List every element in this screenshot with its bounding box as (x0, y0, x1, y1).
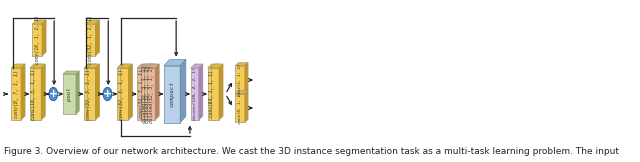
Polygon shape (42, 20, 46, 56)
Text: deconv(128, 4, 2, 1): deconv(128, 4, 2, 1) (193, 68, 196, 120)
Polygon shape (63, 71, 79, 74)
Text: conv(16, 3, 1, 1): conv(16, 3, 1, 1) (31, 69, 36, 120)
Polygon shape (125, 64, 129, 120)
Ellipse shape (103, 87, 112, 101)
Polygon shape (211, 68, 219, 120)
Polygon shape (87, 64, 99, 68)
Text: compact: compact (170, 81, 175, 107)
Polygon shape (117, 64, 129, 68)
Text: conv(32, 1, 1, 1): conv(32, 1, 1, 1) (88, 16, 93, 64)
Polygon shape (147, 64, 159, 68)
Text: conv(16, 1, 1, 1): conv(16, 1, 1, 1) (35, 16, 40, 64)
Polygon shape (144, 68, 152, 120)
Polygon shape (87, 68, 95, 120)
Polygon shape (191, 64, 203, 68)
Polygon shape (12, 68, 21, 120)
Polygon shape (92, 64, 96, 120)
Polygon shape (235, 63, 248, 66)
Polygon shape (147, 68, 155, 120)
Polygon shape (84, 64, 96, 68)
Polygon shape (207, 64, 220, 68)
Text: dilated(32, 3, 1, 2): dilated(32, 3, 1, 2) (145, 65, 150, 123)
Polygon shape (129, 64, 132, 120)
Polygon shape (245, 63, 248, 94)
Polygon shape (145, 64, 150, 120)
Polygon shape (144, 64, 156, 68)
Polygon shape (86, 20, 99, 24)
Polygon shape (41, 64, 45, 120)
Polygon shape (33, 20, 46, 24)
Polygon shape (141, 64, 153, 68)
Text: dilated(32, 3, 1, 2): dilated(32, 3, 1, 2) (142, 65, 147, 123)
Text: Figure 3. Overview of our network architecture. We cast the 3D instance segmenta: Figure 3. Overview of our network archit… (4, 147, 619, 156)
Polygon shape (216, 64, 220, 120)
Polygon shape (33, 24, 42, 56)
Text: conv(32, 3, 1, 1): conv(32, 3, 1, 1) (118, 69, 124, 120)
Polygon shape (180, 59, 186, 122)
Polygon shape (120, 68, 129, 120)
Polygon shape (117, 68, 125, 120)
Polygon shape (164, 65, 180, 122)
Polygon shape (245, 91, 248, 122)
Polygon shape (152, 64, 156, 120)
Polygon shape (141, 68, 148, 120)
Text: conv(8, 7, 1, 1): conv(8, 7, 1, 1) (13, 70, 19, 118)
Polygon shape (199, 64, 203, 120)
Polygon shape (76, 71, 79, 114)
Ellipse shape (49, 87, 58, 101)
Text: pool: pool (67, 87, 72, 101)
Polygon shape (235, 91, 248, 94)
Text: conv(32, 3, 1, 1): conv(32, 3, 1, 1) (139, 69, 144, 118)
Polygon shape (211, 64, 223, 68)
Polygon shape (191, 68, 199, 120)
Polygon shape (21, 64, 25, 120)
Polygon shape (95, 20, 99, 56)
Polygon shape (235, 66, 245, 94)
Text: conv(1, 1, 1): conv(1, 1, 1) (238, 64, 242, 96)
Polygon shape (164, 59, 186, 65)
Polygon shape (12, 64, 25, 68)
Polygon shape (38, 64, 42, 120)
Polygon shape (30, 64, 42, 68)
Polygon shape (95, 64, 99, 120)
Polygon shape (148, 64, 153, 120)
Polygon shape (33, 68, 41, 120)
Text: dilated(32, 3, 1, 2): dilated(32, 3, 1, 2) (148, 65, 154, 123)
Polygon shape (120, 64, 132, 68)
Polygon shape (84, 68, 92, 120)
Polygon shape (155, 64, 159, 120)
Polygon shape (235, 94, 245, 122)
Text: +: + (49, 89, 58, 99)
Polygon shape (207, 68, 216, 120)
Text: +: + (103, 89, 112, 99)
Polygon shape (219, 64, 223, 120)
Polygon shape (33, 64, 45, 68)
Polygon shape (86, 24, 95, 56)
Polygon shape (63, 74, 76, 114)
Text: conv(64, 1, 1, 1): conv(64, 1, 1, 1) (209, 71, 214, 117)
Text: conv(0, 1, 1): conv(0, 1, 1) (238, 92, 242, 124)
Polygon shape (138, 68, 145, 120)
Text: conv(32, 3, 1, 1): conv(32, 3, 1, 1) (86, 69, 91, 120)
Polygon shape (30, 68, 38, 120)
Polygon shape (138, 64, 150, 68)
